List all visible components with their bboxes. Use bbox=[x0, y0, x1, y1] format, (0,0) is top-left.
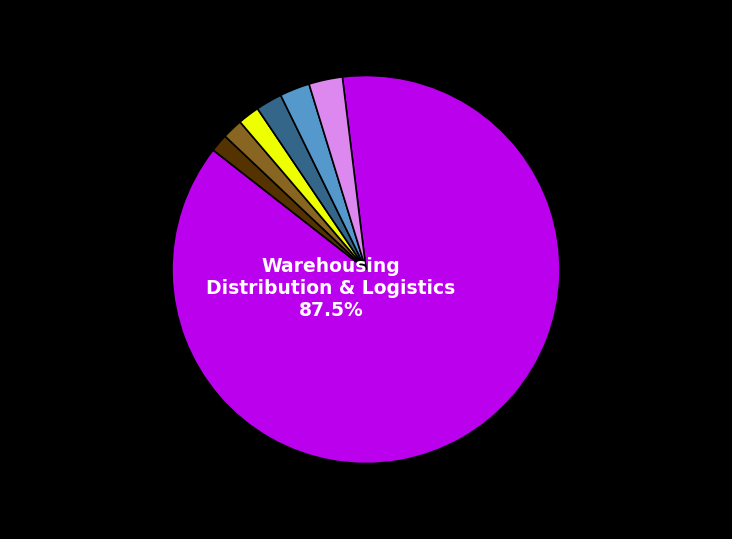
Wedge shape bbox=[240, 109, 366, 270]
Text: Warehousing
Distribution & Logistics
87.5%: Warehousing Distribution & Logistics 87.… bbox=[206, 258, 456, 320]
Wedge shape bbox=[258, 95, 366, 270]
Wedge shape bbox=[280, 84, 366, 270]
Wedge shape bbox=[309, 77, 366, 270]
Wedge shape bbox=[172, 75, 560, 464]
Wedge shape bbox=[225, 122, 366, 270]
Wedge shape bbox=[213, 136, 366, 270]
